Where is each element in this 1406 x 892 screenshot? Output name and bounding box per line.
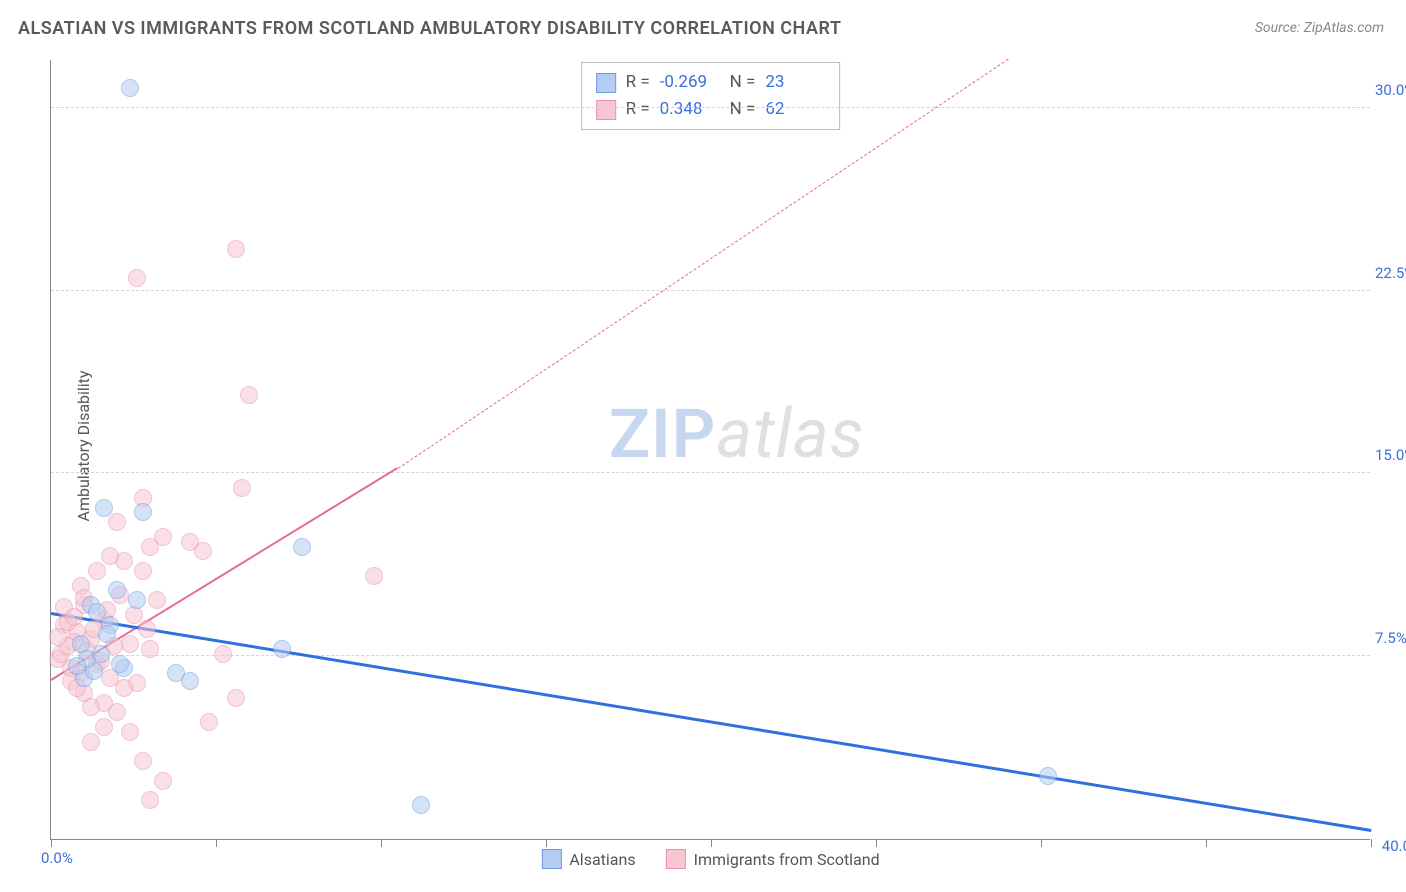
gridline xyxy=(51,290,1370,291)
x-origin-tick-label: 0.0% xyxy=(41,849,73,867)
scatter-point-scotland xyxy=(95,718,113,736)
scatter-point-alsatian xyxy=(95,499,113,517)
swatch-scotland-icon xyxy=(596,100,616,120)
y-tick-label: 7.5% xyxy=(1375,629,1406,647)
scatter-point-scotland xyxy=(134,752,152,770)
scatter-point-scotland xyxy=(154,772,172,790)
scatter-point-scotland xyxy=(141,791,159,809)
scatter-point-scotland xyxy=(141,538,159,556)
scatter-point-alsatian xyxy=(273,640,291,658)
x-tick xyxy=(51,839,52,847)
watermark: ZIPatlas xyxy=(609,394,865,474)
n-label: N = xyxy=(730,69,756,96)
gridline xyxy=(51,107,1370,108)
stats-legend: R = -0.269 N = 23 R = 0.348 N = 62 xyxy=(581,62,841,130)
scatter-point-alsatian xyxy=(1039,767,1057,785)
scatter-point-scotland xyxy=(200,713,218,731)
scatter-point-alsatian xyxy=(181,672,199,690)
watermark-zip: ZIP xyxy=(609,394,716,474)
legend-label-a: Alsatians xyxy=(569,850,635,869)
scatter-point-scotland xyxy=(108,703,126,721)
source-label: Source: ZipAtlas.com xyxy=(1255,20,1384,36)
scatter-point-scotland xyxy=(240,386,258,404)
scatter-point-scotland xyxy=(49,628,67,646)
scatter-point-scotland xyxy=(82,698,100,716)
legend-label-b: Immigrants from Scotland xyxy=(694,850,880,869)
scatter-point-scotland xyxy=(134,562,152,580)
scatter-point-scotland xyxy=(65,608,83,626)
scatter-point-scotland xyxy=(121,635,139,653)
n-value-a: 23 xyxy=(765,69,825,96)
scatter-point-scotland xyxy=(82,733,100,751)
r-label: R = xyxy=(626,69,650,96)
scatter-point-scotland xyxy=(214,645,232,663)
bottom-legend: Alsatians Immigrants from Scotland xyxy=(541,849,879,869)
x-tick xyxy=(1041,839,1042,847)
scatter-point-scotland xyxy=(88,562,106,580)
scatter-point-scotland xyxy=(233,479,251,497)
gridline xyxy=(51,472,1370,473)
scatter-point-alsatian xyxy=(412,796,430,814)
scatter-point-alsatian xyxy=(134,503,152,521)
x-tick xyxy=(1206,839,1207,847)
x-tick xyxy=(546,839,547,847)
x-max-tick-label: 40.0% xyxy=(1382,837,1406,855)
n-label: N = xyxy=(730,96,756,123)
scatter-point-alsatian xyxy=(111,655,129,673)
swatch-alsatians-icon xyxy=(596,73,616,93)
r-label: R = xyxy=(626,96,650,123)
scatter-point-scotland xyxy=(141,640,159,658)
legend-item-b: Immigrants from Scotland xyxy=(666,849,880,869)
scatter-point-alsatian xyxy=(68,657,86,675)
scatter-point-alsatian xyxy=(121,79,139,97)
scatter-point-scotland xyxy=(101,547,119,565)
scatter-point-alsatian xyxy=(92,645,110,663)
scatter-point-scotland xyxy=(227,689,245,707)
chart-title: ALSATIAN VS IMMIGRANTS FROM SCOTLAND AMB… xyxy=(18,18,841,39)
scatter-point-scotland xyxy=(128,269,146,287)
scatter-point-scotland xyxy=(194,542,212,560)
scatter-point-scotland xyxy=(227,240,245,258)
x-tick xyxy=(876,839,877,847)
y-tick-label: 30.0% xyxy=(1375,81,1406,99)
legend-swatch-alsatians-icon xyxy=(541,849,561,869)
gridline xyxy=(51,655,1370,656)
scatter-point-scotland xyxy=(138,620,156,638)
y-tick-label: 15.0% xyxy=(1375,446,1406,464)
scatter-point-alsatian xyxy=(128,591,146,609)
legend-item-a: Alsatians xyxy=(541,849,635,869)
scatter-point-scotland xyxy=(148,591,166,609)
scatter-point-alsatian xyxy=(108,581,126,599)
trend-line xyxy=(51,612,1371,832)
watermark-atlas: atlas xyxy=(716,394,864,474)
scatter-point-scotland xyxy=(121,723,139,741)
scatter-point-scotland xyxy=(108,513,126,531)
x-tick xyxy=(381,839,382,847)
scatter-point-alsatian xyxy=(293,538,311,556)
legend-swatch-scotland-icon xyxy=(666,849,686,869)
scatter-point-scotland xyxy=(365,567,383,585)
r-value-b: 0.348 xyxy=(660,96,720,123)
x-tick xyxy=(1371,839,1372,847)
stats-row-a: R = -0.269 N = 23 xyxy=(596,69,826,96)
r-value-a: -0.269 xyxy=(660,69,720,96)
n-value-b: 62 xyxy=(765,96,825,123)
plot-area: ZIPatlas R = -0.269 N = 23 R = 0.348 N =… xyxy=(50,60,1370,840)
stats-row-b: R = 0.348 N = 62 xyxy=(596,96,826,123)
scatter-point-scotland xyxy=(115,679,133,697)
scatter-point-alsatian xyxy=(98,625,116,643)
y-tick-label: 22.5% xyxy=(1375,264,1406,282)
x-tick xyxy=(711,839,712,847)
x-tick xyxy=(216,839,217,847)
